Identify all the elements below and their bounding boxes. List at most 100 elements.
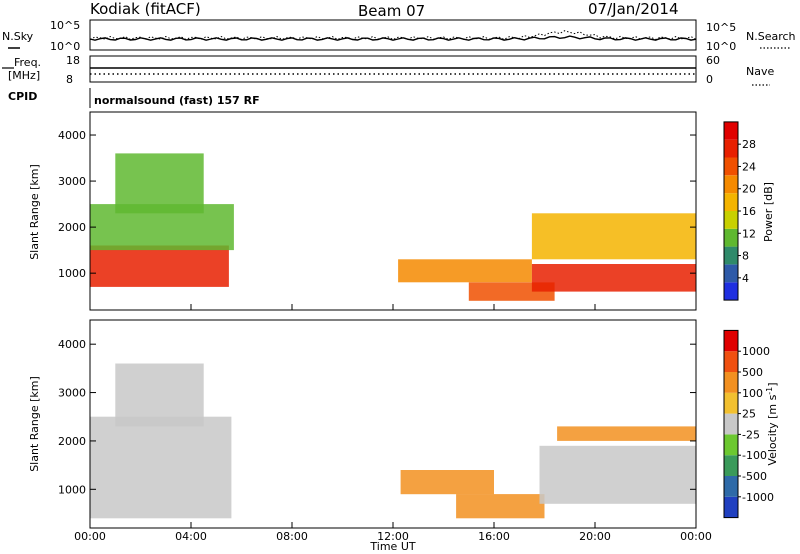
nave-tick-top: 60 [706,54,720,67]
velocity-region-2 [400,470,494,495]
velocity-colorbar-swatch-7 [724,351,738,372]
velocity-colorbar-label-7: -1000 [742,491,774,504]
date-title: 07/Jan/2014 [588,0,679,18]
beam-title: Beam 07 [358,2,425,20]
cpid-value: normalsound (fast) 157 RF [94,94,260,107]
x-tick-label-0: 00:00 [74,530,106,543]
velocity-colorbar-label-sup: -1 [765,387,774,395]
x-tick-label-6: 00:00 [680,530,712,543]
power-y-axis: 1000 2000 3000 4000 [58,129,696,280]
n-search-tick-bottom: 10^0 [706,40,736,53]
n-sky-label: N.Sky [2,30,34,43]
power-colorbar-label-4: 20 [742,183,756,196]
power-ytick-label-1: 2000 [58,221,86,234]
n-search-label: N.Search [746,30,796,43]
velocity-region-5 [557,426,696,441]
power-ytick-label-3: 4000 [58,129,86,142]
noise-traces [89,30,697,41]
velocity-y-label: Slant Range [km] [28,376,41,472]
x-tick-label-1: 04:00 [175,530,207,543]
power-colorbar-label: Power [dB] [762,182,775,242]
power-colorbar-label-1: 8 [742,250,749,263]
nave-tick-bottom: 0 [706,73,713,86]
power-colorbar-swatch-0 [724,282,738,301]
freq-panel-frame [89,55,697,83]
x-tick-label-4: 16:00 [478,530,510,543]
velocity-colorbar-frame [723,329,739,519]
noise-panel: N.Sky 10^5 10^0 10^5 10^0 N.Search [2,19,796,53]
velocity-region-4 [539,445,696,504]
power-y-label: Slant Range [km] [28,164,41,260]
power-colorbar-swatch-7 [724,157,738,176]
n-sky-tick-bottom: 10^0 [50,40,80,53]
power-panel: 1000 2000 3000 4000 Slant Range [km] 4 8 12 16… [28,111,775,311]
n-sky-trace [89,35,697,41]
velocity-region-3 [456,494,545,519]
x-tick-label-5: 20:00 [579,530,611,543]
velocity-ytick-label-3: 4000 [58,338,86,351]
velocity-colorbar-label-4: -25 [742,428,760,441]
cpid-label: CPID [8,90,37,103]
velocity-colorbar-label-6: -500 [742,470,767,483]
velocity-ytick-label-2: 3000 [58,387,86,400]
x-tick-label-2: 08:00 [276,530,308,543]
power-region-0 [90,245,229,287]
freq-panel: Freq. [MHz] 18 8 60 0 Nave [2,54,774,86]
power-colorbar-swatch-1 [724,264,738,283]
velocity-region-0 [90,416,232,519]
station-title: Kodiak (fitACF) [90,0,201,18]
freq-label: Freq. [14,56,41,69]
velocity-colorbar-label-5: -100 [742,449,767,462]
velocity-colorbar-swatch-2 [724,455,738,476]
n-sky-tick-top: 10^5 [50,19,80,32]
velocity-region-1 [115,363,204,427]
power-region-5 [531,264,696,292]
velocity-colorbar-label-3: 25 [742,408,756,421]
velocity-colorbar-label-1: 500 [742,366,763,379]
power-colorbar-swatch-2 [724,246,738,265]
velocity-colorbar-swatch-3 [724,434,738,456]
velocity-colorbar-swatch-5 [724,392,738,414]
power-data [90,153,696,301]
velocity-panel: 1000 2000 3000 4000 Slant Range [km] 1000 50… [28,304,779,553]
time-x-axis: 00:00 04:00 08:00 12:00 16:00 20:00 00:00 [74,304,712,543]
power-colorbar-label-0: 4 [742,272,749,285]
power-colorbar-swatch-9 [724,121,738,140]
power-colorbar-swatch-5 [724,193,738,211]
velocity-colorbar-label: Velocity [m s-1] [765,382,779,465]
velocity-colorbar-swatch-1 [724,476,738,497]
power-colorbar-swatch-4 [724,211,738,229]
power-colorbar-label-5: 24 [742,160,756,173]
velocity-y-axis: 1000 2000 3000 4000 [58,338,696,496]
velocity-ytick-label-0: 1000 [58,483,86,496]
power-colorbar-swatch-8 [724,139,738,158]
n-search-tick-top: 10^5 [706,21,736,34]
velocity-colorbar-label-2: 100 [742,387,763,400]
freq-tick-top: 18 [66,54,80,67]
velocity-colorbar: 1000 500 100 25 -25 -100 -500 -1000 [723,329,774,519]
velocity-ytick-label-1: 2000 [58,435,86,448]
power-ytick-label-2: 3000 [58,175,86,188]
x-axis-label: Time UT [369,540,415,553]
power-colorbar-label-6: 28 [742,138,756,151]
power-colorbar: 4 8 12 16 20 24 28 [723,121,756,301]
velocity-colorbar-label-main: Velocity [m s [766,394,779,465]
power-colorbar-swatch-6 [724,175,738,194]
velocity-colorbar-swatch-8 [724,330,738,352]
power-colorbar-label-3: 16 [742,205,756,218]
power-colorbar-label-2: 12 [742,227,756,240]
velocity-colorbar-swatch-0 [724,496,738,518]
velocity-colorbar-swatch-6 [724,372,738,393]
velocity-colorbar-label-close: ] [766,382,779,386]
velocity-colorbar-label-0: 1000 [742,345,770,358]
power-region-6 [531,213,696,260]
freq-tick-bottom: 8 [66,73,73,86]
power-region-3 [398,259,532,283]
freq-unit-label: [MHz] [8,69,40,82]
noise-panel-frame [89,19,697,51]
power-colorbar-swatch-3 [724,228,738,247]
nave-label: Nave [746,65,774,78]
velocity-colorbar-swatch-4 [724,413,738,435]
power-ytick-label-0: 1000 [58,267,86,280]
